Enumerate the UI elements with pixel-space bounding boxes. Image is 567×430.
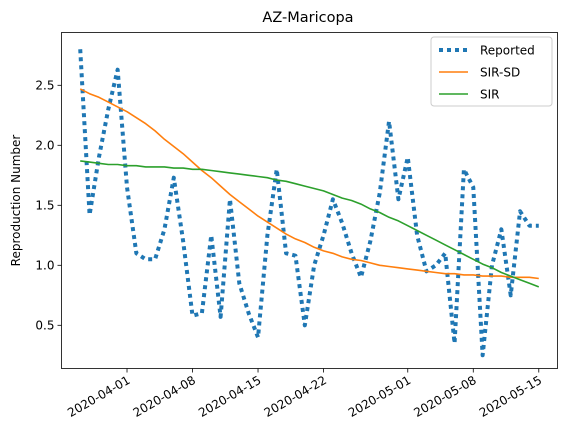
y-tick-label: 1.5 [35,198,54,212]
y-tick-label: 2.5 [35,78,54,92]
legend: Reported SIR-SD SIR [430,36,553,107]
chart-title: AZ-Maricopa [262,10,353,26]
plot-lines [78,49,540,358]
series-line-sir-sd [79,88,539,280]
x-tick-label: 2020-05-08 [411,373,478,420]
plot-frame [61,32,558,369]
x-tick-label: 2020-04-15 [196,373,263,420]
legend-box [430,36,553,107]
x-tick-label: 2020-04-01 [65,373,132,420]
y-axis-label: Reproduction Number [9,135,23,267]
legend-label-reported: Reported [480,44,535,58]
y-tick-label: 0.5 [35,318,54,332]
y-tick-label: 2.0 [35,138,54,152]
series-line-sir [80,160,540,288]
legend-label-sir: SIR [480,88,500,102]
x-tick-label: 2020-05-15 [477,373,544,420]
x-tick-label: 2020-05-01 [346,373,413,420]
x-tick-label: 2020-04-22 [262,373,329,420]
legend-label-sir-sd: SIR-SD [480,66,520,80]
x-tick-label: 2020-04-08 [131,373,198,420]
y-tick-label: 1.0 [35,258,54,272]
y-axis: 0.5 1.0 1.5 2.0 2.5 [35,78,62,332]
x-axis: 2020-04-012020-04-082020-04-152020-04-22… [65,368,544,420]
